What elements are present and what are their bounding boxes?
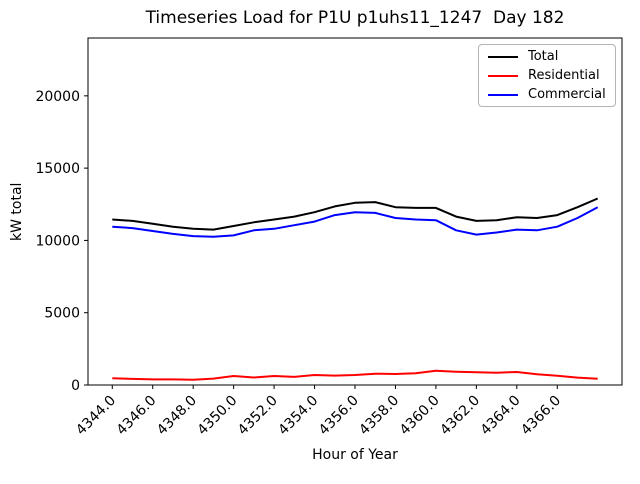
legend-label-residential: Residential <box>528 68 600 83</box>
y-tick-label: 20000 <box>35 89 80 105</box>
series-line-residential <box>112 369 598 381</box>
commercial-line-swatch <box>488 93 518 96</box>
x-tick-label: 4348.0 <box>154 393 200 439</box>
residential-line-swatch <box>488 74 518 77</box>
y-tick-label: 10000 <box>35 233 80 249</box>
x-axis-label: Hour of Year <box>312 447 398 463</box>
legend-entry-total: Total <box>479 50 615 63</box>
series-line-commercial <box>112 206 599 238</box>
x-tick-label: 4358.0 <box>356 393 402 439</box>
x-tick-label: 4364.0 <box>478 393 524 439</box>
y-tick-label: 0 <box>71 378 80 394</box>
x-tick-label: 4356.0 <box>316 393 362 439</box>
legend-label-commercial: Commercial <box>528 87 606 102</box>
x-tick-label: 4354.0 <box>275 393 321 439</box>
y-tick-label: 15000 <box>35 161 80 177</box>
legend: Total Residential Commercial <box>478 44 616 107</box>
x-tick-label: 4346.0 <box>114 393 160 439</box>
legend-entry-commercial: Commercial <box>479 88 615 101</box>
x-tick-label: 4366.0 <box>518 393 564 439</box>
y-axis-label: kW total <box>9 182 25 241</box>
total-line-swatch <box>488 55 518 58</box>
x-tick-label: 4350.0 <box>195 393 241 439</box>
legend-label-total: Total <box>528 49 559 64</box>
series-line-total <box>112 197 599 231</box>
x-tick-label: 4360.0 <box>397 393 443 439</box>
x-tick-label: 4344.0 <box>73 393 119 439</box>
x-tick-label: 4362.0 <box>437 393 483 439</box>
x-tick-label: 4352.0 <box>235 393 281 439</box>
y-tick-label: 5000 <box>44 306 80 322</box>
legend-entry-residential: Residential <box>479 69 615 82</box>
chart-title: Timeseries Load for P1U p1uhs11_1247 Day… <box>145 8 565 28</box>
